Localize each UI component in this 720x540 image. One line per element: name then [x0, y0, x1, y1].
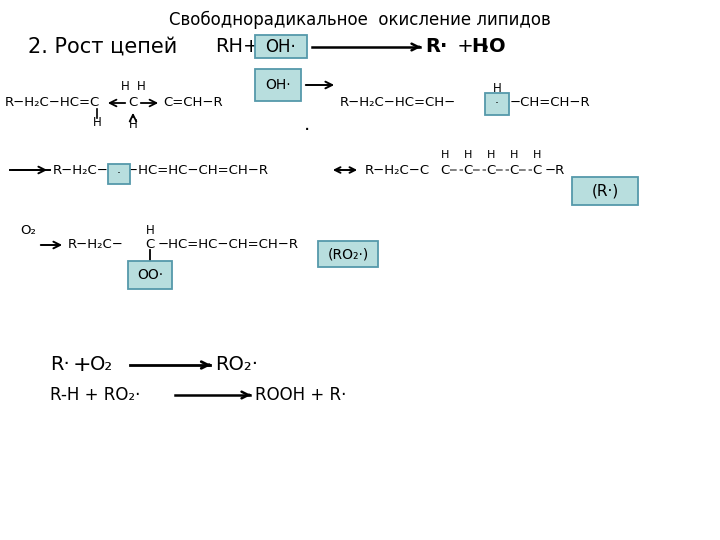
Text: ·: · — [117, 167, 121, 180]
Text: H: H — [533, 150, 541, 160]
Text: C=CH−R: C=CH−R — [163, 97, 222, 110]
Text: R−H₂C−HC−HC=HC−CH=CH−R: R−H₂C−HC−HC=HC−CH=CH−R — [53, 164, 269, 177]
Text: RH+: RH+ — [215, 37, 259, 57]
Text: R−H₂C−HC=CH−: R−H₂C−HC=CH− — [340, 97, 456, 110]
Text: H: H — [121, 80, 130, 93]
Text: O: O — [489, 37, 505, 57]
Text: −HC=HC−CH=CH−R: −HC=HC−CH=CH−R — [158, 239, 299, 252]
Text: R−H₂C−: R−H₂C− — [68, 239, 124, 252]
Text: H: H — [145, 224, 154, 237]
Text: C: C — [464, 164, 472, 177]
Text: C: C — [532, 164, 541, 177]
Text: R−H₂C−C: R−H₂C−C — [365, 164, 430, 177]
Bar — [128, 261, 172, 289]
Text: C: C — [145, 239, 155, 252]
Text: ·: · — [495, 98, 499, 111]
Text: C: C — [441, 164, 449, 177]
Text: O₂: O₂ — [90, 355, 113, 375]
Text: H: H — [492, 83, 501, 96]
Text: H: H — [441, 150, 449, 160]
Text: C: C — [487, 164, 495, 177]
Text: OO·: OO· — [137, 268, 163, 282]
Bar — [255, 35, 307, 58]
Text: −R: −R — [545, 164, 565, 177]
Bar — [572, 177, 638, 205]
Text: C: C — [492, 94, 502, 107]
Text: −CH=CH−R: −CH=CH−R — [510, 97, 590, 110]
Text: OH·: OH· — [266, 37, 297, 56]
Bar — [318, 241, 378, 267]
Text: 2. Рост цепей: 2. Рост цепей — [28, 37, 177, 57]
Text: H: H — [487, 150, 495, 160]
Text: H: H — [471, 37, 487, 57]
Text: C: C — [509, 164, 518, 177]
Text: R·: R· — [50, 355, 70, 375]
Bar — [485, 93, 509, 115]
Text: +: + — [73, 355, 91, 375]
Text: (R·): (R·) — [591, 184, 618, 199]
Text: +: + — [451, 37, 480, 57]
Text: ROOH + R·: ROOH + R· — [255, 386, 346, 404]
Text: H: H — [464, 150, 472, 160]
Text: C: C — [128, 97, 138, 110]
Text: .: . — [304, 116, 310, 134]
Text: H: H — [510, 150, 518, 160]
Text: ₂: ₂ — [481, 39, 487, 55]
Text: H: H — [137, 80, 145, 93]
Text: Свободнорадикальное  окисление липидов: Свободнорадикальное окисление липидов — [169, 11, 551, 29]
Text: H: H — [93, 117, 102, 130]
Text: RO₂·: RO₂· — [215, 355, 258, 375]
Text: R·: R· — [425, 37, 447, 57]
Text: H: H — [129, 118, 138, 132]
Text: O₂: O₂ — [20, 225, 36, 238]
Text: R-H + RO₂·: R-H + RO₂· — [50, 386, 140, 404]
Text: (RO₂·): (RO₂·) — [328, 247, 369, 261]
Bar — [255, 69, 301, 101]
Text: OH·: OH· — [265, 78, 291, 92]
Bar — [108, 164, 130, 184]
Text: R−H₂C−HC=C: R−H₂C−HC=C — [5, 97, 100, 110]
